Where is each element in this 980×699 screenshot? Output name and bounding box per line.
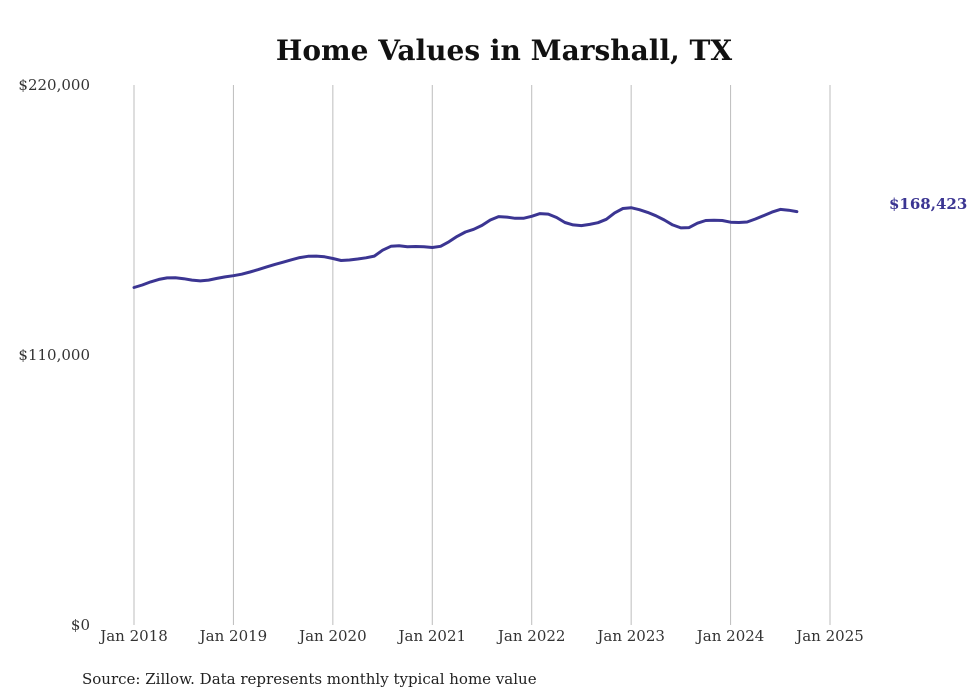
x-tick-label: Jan 2025 (794, 627, 864, 645)
y-tick-label: $220,000 (18, 76, 90, 94)
x-tick-label: Jan 2024 (695, 627, 765, 645)
y-tick-label: $0 (71, 616, 90, 634)
end-value-label: $168,423 (889, 195, 967, 213)
x-tick-label: Jan 2019 (198, 627, 268, 645)
x-tick-label: Jan 2021 (397, 627, 467, 645)
chart-title: Home Values in Marshall, TX (276, 34, 732, 67)
y-axis-ticks: $0 $110,000 $220,000 (18, 76, 90, 634)
series-layer (132, 206, 799, 289)
x-tick-label: Jan 2023 (595, 627, 665, 645)
x-tick-label: Jan 2020 (297, 627, 367, 645)
y-tick-label: $110,000 (18, 346, 90, 364)
x-axis-ticks: Jan 2018 Jan 2019 Jan 2020 Jan 2021 Jan 2022… (98, 627, 864, 645)
x-tick-label: Jan 2022 (496, 627, 566, 645)
source-note: Source: Zillow. Data represents monthly … (82, 670, 537, 688)
x-tick-label: Jan 2018 (98, 627, 168, 645)
series-line (132, 206, 799, 289)
grid-layer (133, 85, 831, 625)
